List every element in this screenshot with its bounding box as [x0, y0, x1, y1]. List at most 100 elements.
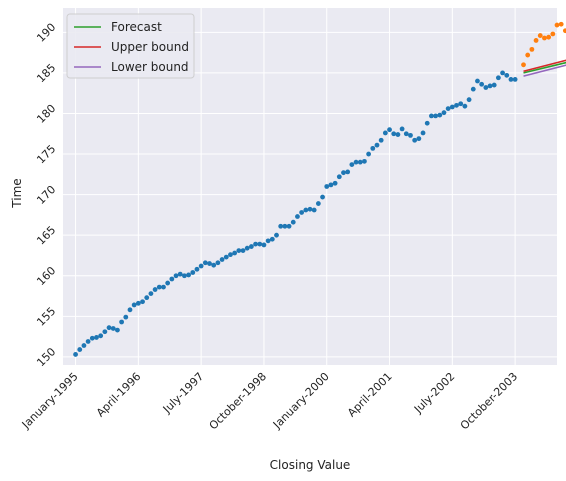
actual-future-point	[546, 34, 552, 40]
observed-point	[282, 223, 288, 229]
actual-future-point	[529, 46, 535, 52]
observed-point	[399, 126, 405, 132]
observed-point	[248, 244, 254, 249]
observed-point	[324, 184, 330, 189]
observed-point	[353, 159, 359, 165]
observed-point	[454, 102, 459, 108]
observed-point	[102, 329, 108, 335]
legend: Forecast Upper bound Lower bound	[66, 13, 195, 79]
observed-point	[286, 223, 292, 229]
lower-bound-line	[523, 64, 566, 77]
actual-future-point	[550, 31, 556, 37]
y-tick-label: 155	[34, 305, 58, 329]
observed-point	[495, 75, 501, 81]
y-tick-label: 190	[34, 21, 58, 45]
observed-point	[416, 136, 422, 142]
observed-point	[144, 295, 150, 301]
actual-future-point	[521, 62, 526, 68]
observed-point	[487, 83, 493, 89]
observed-point	[198, 263, 204, 269]
observed-series	[73, 70, 518, 357]
x-axis-label: Closing Value	[270, 458, 351, 472]
observed-point	[462, 103, 468, 109]
forecast-lines	[523, 59, 566, 77]
observed-point	[73, 352, 78, 357]
observed-point	[177, 271, 183, 277]
observed-point	[194, 266, 200, 272]
observed-point	[186, 272, 191, 278]
observed-point	[274, 232, 279, 238]
y-tick-label: 150	[34, 345, 58, 369]
y-tick-label: 175	[34, 142, 58, 166]
observed-point	[429, 113, 434, 119]
observed-point	[169, 276, 175, 282]
observed-point	[223, 254, 229, 260]
observed-point	[504, 72, 510, 78]
observed-point	[127, 307, 133, 313]
observed-point	[232, 250, 238, 256]
observed-point	[269, 236, 275, 242]
observed-point	[131, 302, 137, 308]
y-tick-label: 170	[34, 183, 58, 207]
observed-point	[475, 78, 480, 84]
legend-forecast-label: Forecast	[111, 20, 162, 34]
actual-future-point	[533, 38, 539, 43]
y-tick-label: 165	[34, 224, 58, 248]
observed-point	[391, 131, 397, 137]
observed-point	[479, 81, 485, 87]
observed-point	[362, 158, 367, 164]
observed-point	[311, 207, 317, 213]
legend-upper-label: Upper bound	[111, 40, 189, 54]
x-tick-labels: January-1995 April-1996 July-1997 October-1…	[19, 370, 520, 432]
observed-point	[307, 206, 313, 212]
x-tick-label: April-2001	[345, 370, 395, 420]
actual-future-point	[542, 35, 547, 41]
actual-future-series	[521, 21, 566, 68]
actual-future-point	[554, 22, 560, 28]
observed-point	[110, 326, 116, 331]
observed-point	[512, 77, 518, 82]
observed-point	[374, 142, 380, 148]
actual-future-point	[525, 52, 531, 58]
observed-point	[332, 180, 338, 186]
observed-point	[470, 86, 476, 92]
observed-point	[257, 241, 263, 247]
observed-point	[119, 319, 125, 325]
observed-point	[366, 151, 372, 157]
observed-point	[265, 238, 271, 244]
x-tick-label: July-1997	[160, 370, 206, 416]
observed-point	[253, 241, 258, 247]
observed-point	[420, 130, 426, 136]
legend-lower-label: Lower bound	[111, 60, 189, 74]
observed-point	[328, 182, 334, 188]
observed-point	[123, 314, 129, 320]
y-tick-label: 160	[34, 264, 58, 288]
observed-point	[345, 169, 351, 175]
y-tick-label: 185	[34, 61, 58, 85]
observed-point	[433, 113, 438, 119]
upper-bound-line	[523, 59, 566, 73]
observed-point	[445, 106, 451, 112]
observed-point	[349, 162, 355, 167]
observed-point	[378, 137, 384, 143]
actual-future-point	[537, 33, 543, 38]
actual-future-point	[562, 28, 566, 34]
observed-point	[412, 137, 418, 143]
observed-point	[303, 207, 309, 213]
y-axis-label: Time	[10, 178, 24, 208]
observed-point	[341, 170, 346, 176]
observed-point	[437, 112, 443, 118]
observed-point	[85, 339, 91, 344]
observed-point	[211, 262, 217, 268]
observed-point	[408, 132, 413, 138]
x-tick-label: October-1998	[207, 370, 269, 432]
actual-future-point	[558, 21, 564, 27]
observed-point	[299, 210, 305, 215]
observed-point	[202, 260, 208, 266]
observed-point	[215, 260, 221, 266]
observed-point	[165, 280, 171, 286]
observed-point	[500, 70, 505, 76]
y-tick-label: 180	[34, 102, 58, 126]
observed-point	[315, 201, 321, 206]
